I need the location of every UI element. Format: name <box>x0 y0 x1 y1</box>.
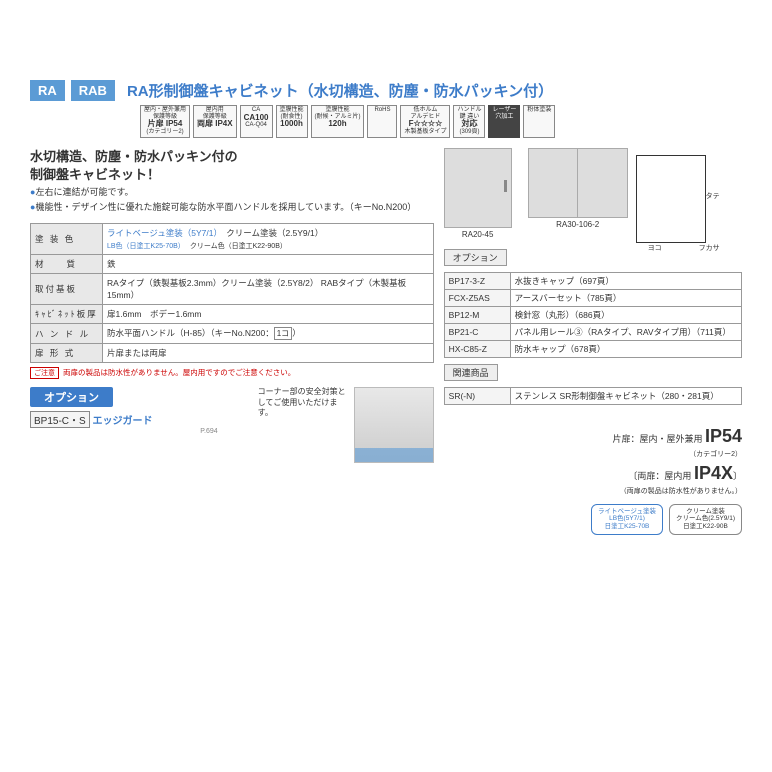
spec-label: 取付基板 <box>31 274 103 305</box>
cabinet-double-caption: RA30-106-2 <box>528 220 628 229</box>
option-text: アースバーセット（785頁） <box>510 289 741 306</box>
series-tag-rab: RAB <box>71 80 115 101</box>
option-left-code: BP15-C・S <box>30 411 90 428</box>
cabinet-double-image <box>528 148 628 218</box>
ip-line2-label: 両扉：屋内用 <box>637 471 691 481</box>
spec-row: 材 質鉄 <box>31 255 434 274</box>
header: RA RAB RA形制御盤キャビネット（水切構造、防塵・防水パッキン付） <box>30 80 742 101</box>
cabinet-single-image <box>444 148 512 228</box>
option-code: BP12-M <box>444 306 510 323</box>
dimension-diagram: タテ ヨコ フカサ <box>628 155 706 243</box>
spec-row: 扉 形 式片扉または両扉 <box>31 344 434 363</box>
spec-value: RAタイプ（鉄製基板2.3mm）クリーム塗装（2.5Y8/2） RABタイプ（木… <box>103 274 434 305</box>
option-left-title: オプション <box>30 387 113 407</box>
spec-row: ハ ン ド ル防水平面ハンドル（H-85）（キーNo.N200：1コ） <box>31 324 434 344</box>
spec-badge: RoHS <box>367 105 397 138</box>
option-row: BP17-3-Z水抜きキャップ（697頁） <box>444 272 741 289</box>
option-code: BP17-3-Z <box>444 272 510 289</box>
option-left-block: オプション BP15-C・S エッジガード P.694 コーナー部の安全対策とし… <box>30 387 434 463</box>
option-left-sub: BP15-C・S エッジガード P.694 <box>30 411 248 435</box>
option-row: BP12-M検針窓（丸形）（686頁） <box>444 306 741 323</box>
desc-item-1: ●左右に連結が可能です。 <box>30 187 434 199</box>
spec-label: 材 質 <box>31 255 103 274</box>
desc-item-2: ●機能性・デザイン性に優れた施錠可能な防水平面ハンドルを採用しています。（キーN… <box>30 202 434 214</box>
spec-value: ライトベージュ塗装（5Y7/1） クリーム塗装（2.5Y9/1）LB色（日塗工K… <box>103 224 434 255</box>
related-list: SR(-N) ステンレス SR形制御盤キャビネット（280・281頁） <box>444 387 742 405</box>
spec-badge: レーザー穴加工 <box>488 105 520 138</box>
ip-block: 片扉：屋内・屋外兼用 IP54 （カテゴリー2） 〔両扉：屋内用 IP4X〕 （… <box>444 423 742 498</box>
spec-row: ｷｬﾋﾞﾈｯﾄ板厚扉1.6mm ボデー1.6mm <box>31 305 434 324</box>
caution-label: ご注意 <box>30 367 59 379</box>
edge-guard-image <box>354 387 434 463</box>
ip-line2-sub: （両扉の製品は防水性がありません。） <box>444 487 742 498</box>
spec-badge: 塗膜性能(耐候・アルミ片)120h <box>311 105 365 138</box>
related-code: SR(-N) <box>444 387 510 404</box>
related-title: 関連商品 <box>444 364 498 381</box>
related-text: ステンレス SR形制御盤キャビネット（280・281頁） <box>510 387 741 404</box>
option-left-desc: コーナー部の安全対策としてご使用いただけます。 <box>258 387 348 418</box>
product-images: RA20-45 RA30-106-2 タテ ヨコ フカサ <box>444 148 742 243</box>
option-text: パネル用レール③（RAタイプ、RAVタイプ用）（711頁） <box>510 323 741 340</box>
option-code: BP21-C <box>444 323 510 340</box>
ip-line1-label: 片扉：屋内・屋外兼用 <box>612 434 702 444</box>
color-swatch: クリーム塗装クリーム色(2.5Y9/1)日塗工K22-90B <box>669 504 742 535</box>
option-row: HX-C85-Z防水キャップ（678頁） <box>444 340 741 357</box>
option-code: HX-C85-Z <box>444 340 510 357</box>
spec-row: 塗 装 色ライトベージュ塗装（5Y7/1） クリーム塗装（2.5Y9/1）LB色… <box>31 224 434 255</box>
ip-line1-value: IP54 <box>705 426 742 446</box>
spec-badge: 屋内・屋外兼用保護等級片扉 IP54(カテゴリー2) <box>140 105 190 138</box>
spec-row: 取付基板RAタイプ（鉄製基板2.3mm）クリーム塗装（2.5Y8/2） RABタ… <box>31 274 434 305</box>
option-text: 防水キャップ（678頁） <box>510 340 741 357</box>
badge-row: 屋内・屋外兼用保護等級片扉 IP54(カテゴリー2)屋内用保護等級両扉 IP4X… <box>140 105 742 138</box>
option-left-name: エッジガード <box>92 416 152 427</box>
spec-badge: CACA100CA-Q04 <box>240 105 273 138</box>
related-row: SR(-N) ステンレス SR形制御盤キャビネット（280・281頁） <box>444 387 741 404</box>
option-right-title: オプション <box>444 249 507 266</box>
spec-label: 塗 装 色 <box>31 224 103 255</box>
spec-value: 鉄 <box>103 255 434 274</box>
caution-text: 両扉の製品は防水性がありません。屋内用ですのでご注意ください。 <box>63 367 295 378</box>
left-column: 水切構造、防塵・防水パッキン付の 制御盤キャビネット！ ●左右に連結が可能です。… <box>30 148 434 535</box>
spec-label: ｷｬﾋﾞﾈｯﾄ板厚 <box>31 305 103 324</box>
spec-badge: 粉体塗装 <box>523 105 555 138</box>
spec-badge: 塗膜性能(耐食性)1000h <box>276 105 308 138</box>
spec-table: 塗 装 色ライトベージュ塗装（5Y7/1） クリーム塗装（2.5Y9/1）LB色… <box>30 223 434 363</box>
option-code: FCX-Z5AS <box>444 289 510 306</box>
caution: ご注意 両扉の製品は防水性がありません。屋内用ですのでご注意ください。 <box>30 367 434 379</box>
series-tag-ra: RA <box>30 80 65 101</box>
spec-value: 片扉または両扉 <box>103 344 434 363</box>
option-row: BP21-Cパネル用レール③（RAタイプ、RAVタイプ用）（711頁） <box>444 323 741 340</box>
option-list: BP17-3-Z水抜きキャップ（697頁）FCX-Z5ASアースバーセット（78… <box>444 272 742 358</box>
spec-badge: ハンドル鍵 違い対応(309頁) <box>453 105 485 138</box>
cabinet-single-caption: RA20-45 <box>444 230 512 239</box>
ip-line2-value: IP4X <box>694 463 733 483</box>
option-left-page: P.694 <box>30 428 248 435</box>
option-text: 水抜きキャップ（697頁） <box>510 272 741 289</box>
spec-badge: 屋内用保護等級両扉 IP4X <box>193 105 237 138</box>
right-column: RA20-45 RA30-106-2 タテ ヨコ フカサ オプション BP17-… <box>444 148 742 535</box>
desc-heading-1: 水切構造、防塵・防水パッキン付の <box>30 148 434 166</box>
option-row: FCX-Z5ASアースバーセット（785頁） <box>444 289 741 306</box>
page-title: RA形制御盤キャビネット（水切構造、防塵・防水パッキン付） <box>127 80 553 101</box>
desc-heading-2: 制御盤キャビネット！ <box>30 166 434 184</box>
spec-value: 扉1.6mm ボデー1.6mm <box>103 305 434 324</box>
spec-value: 防水平面ハンドル（H-85）（キーNo.N200：1コ） <box>103 324 434 344</box>
spec-label: 扉 形 式 <box>31 344 103 363</box>
color-swatches: ライトベージュ塗装LB色(5Y7/1)日塗工K25-70Bクリーム塗装クリーム色… <box>444 504 742 535</box>
spec-label: ハ ン ド ル <box>31 324 103 344</box>
spec-badge: 低ホルムアルデヒドF☆☆☆☆木製基板タイプ <box>400 105 450 138</box>
option-text: 検針窓（丸形）（686頁） <box>510 306 741 323</box>
ip-line1-sub: （カテゴリー2） <box>444 450 742 461</box>
color-swatch: ライトベージュ塗装LB色(5Y7/1)日塗工K25-70B <box>591 504 663 535</box>
